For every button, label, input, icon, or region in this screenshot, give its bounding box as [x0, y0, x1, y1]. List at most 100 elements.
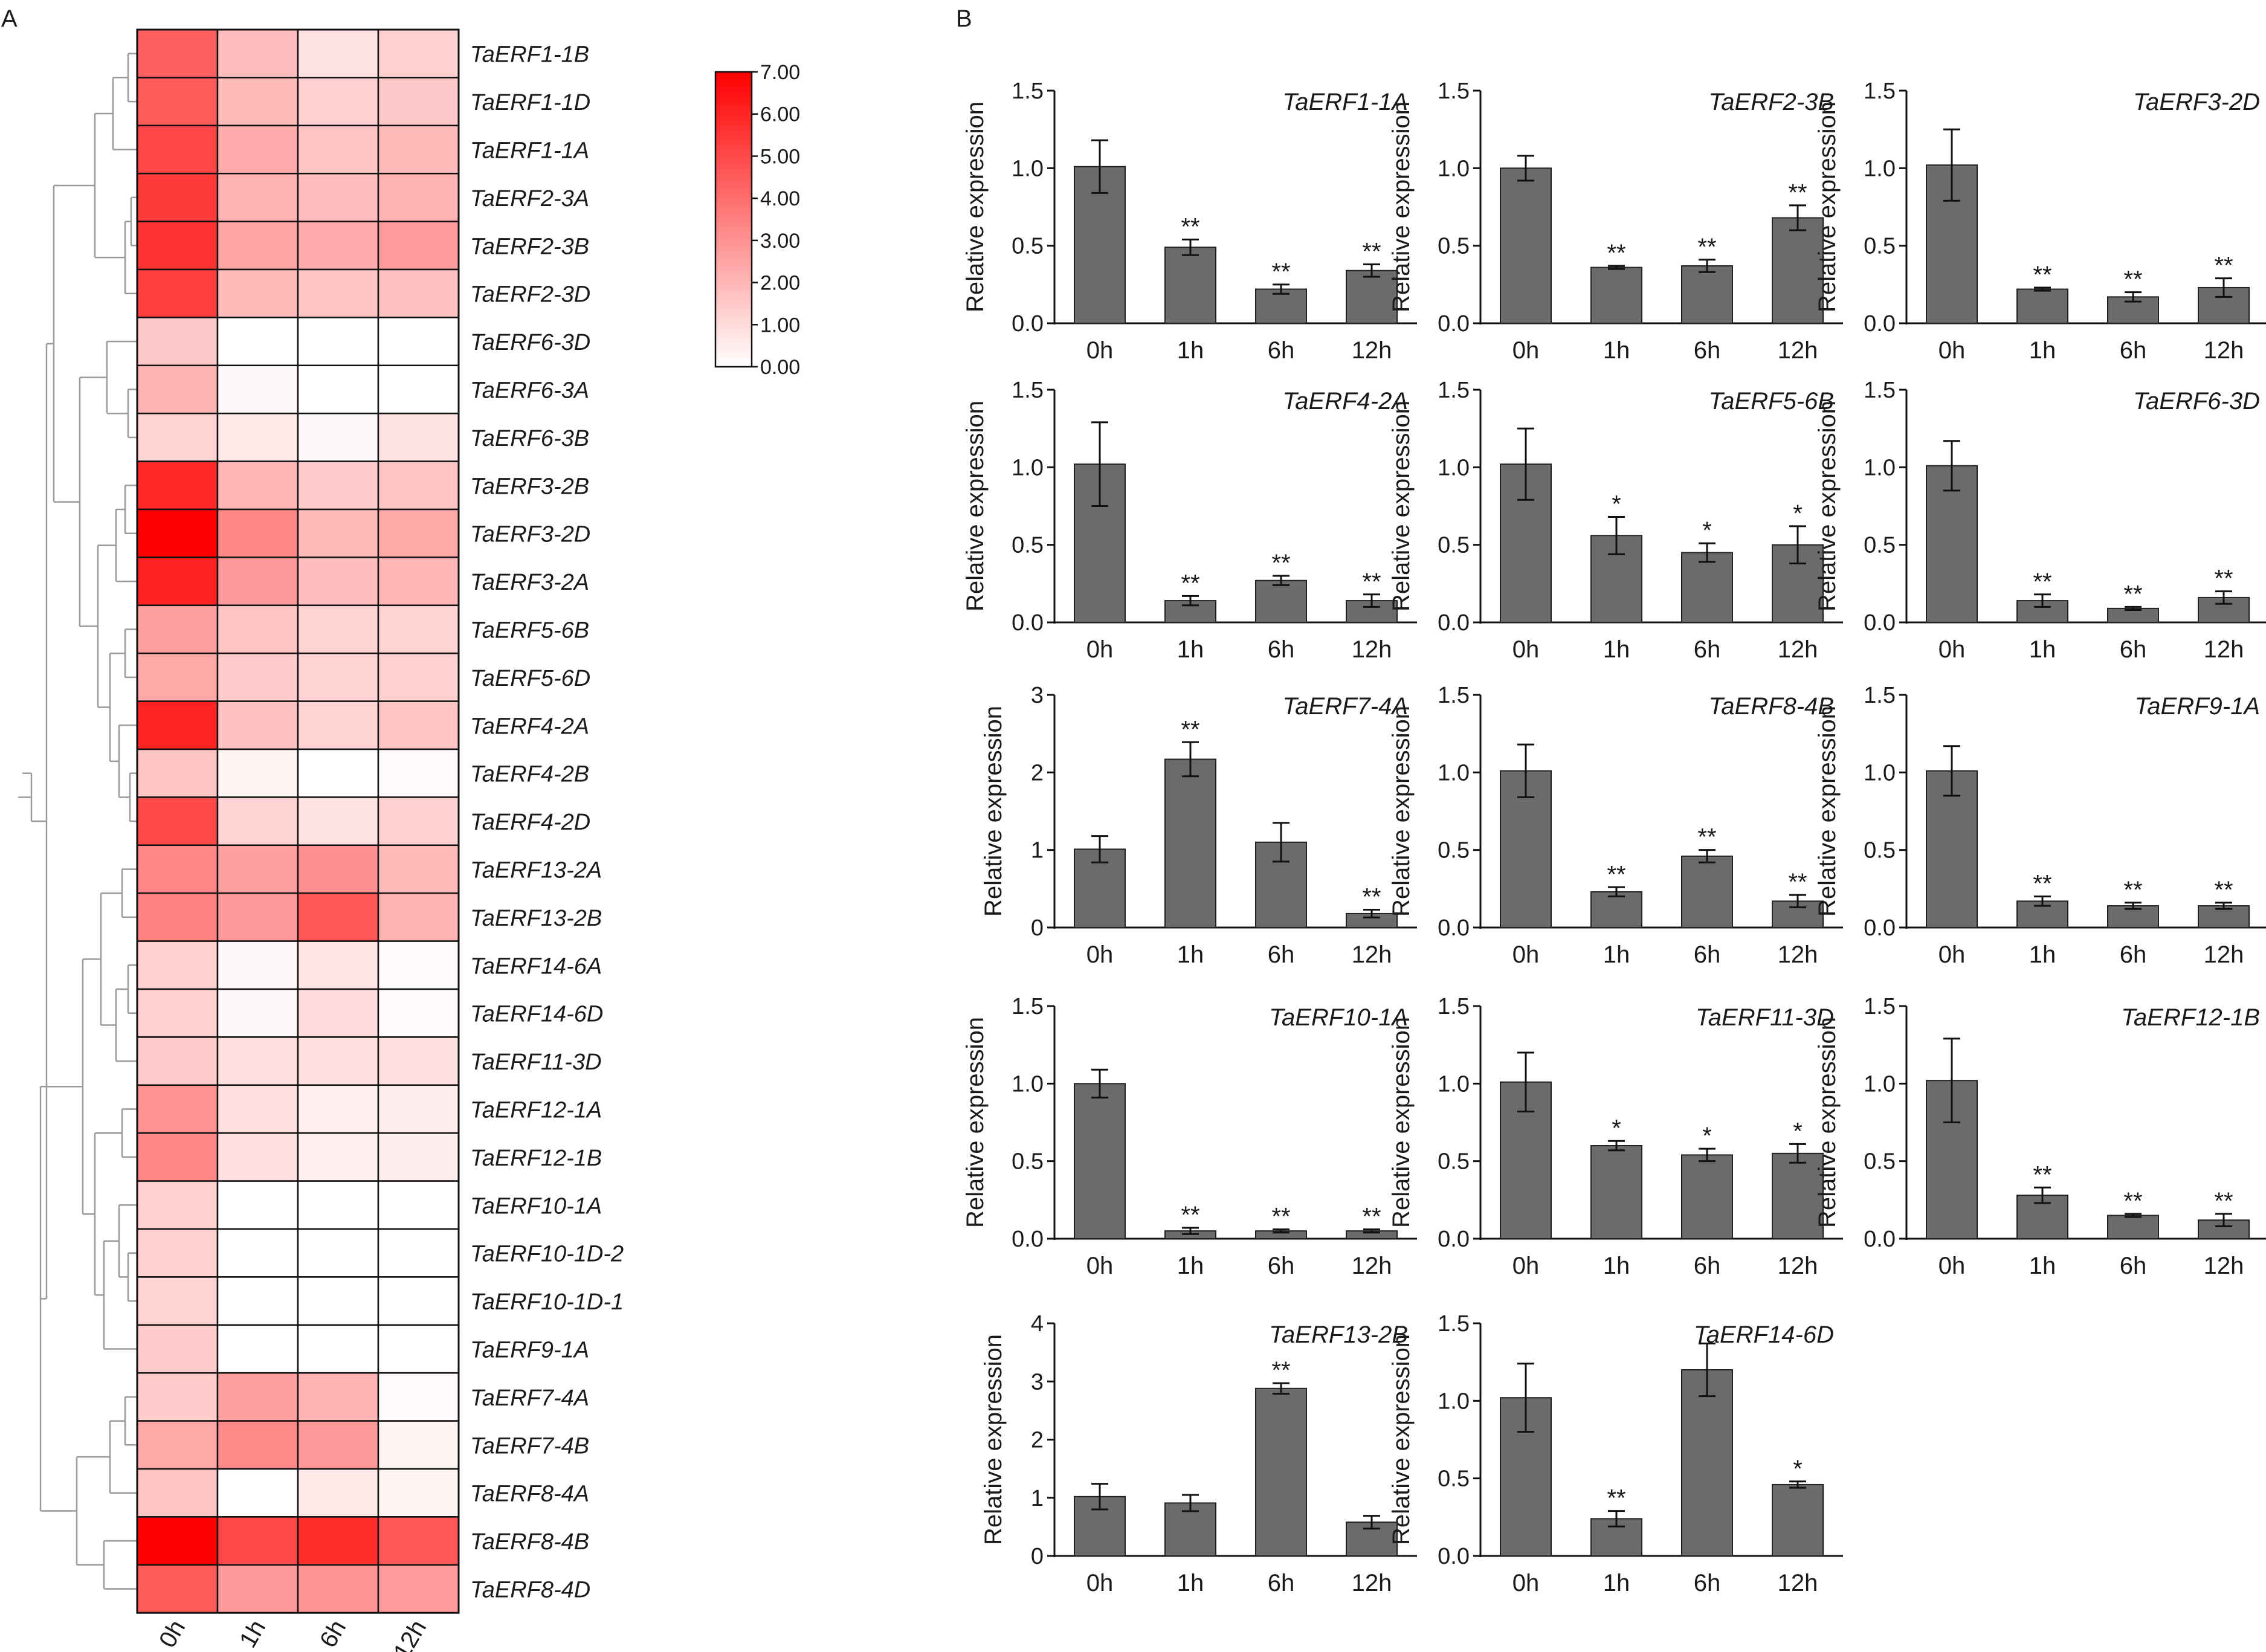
colorbar-bar	[714, 71, 753, 368]
significance-mark: **	[1697, 824, 1716, 851]
significance-mark: **	[1271, 259, 1290, 285]
x-tick-label: 12h	[1352, 337, 1392, 364]
heatmap-column-labels: 0h 1h 6h 12h	[154, 1616, 431, 1652]
bar	[2198, 596, 2250, 624]
y-tick-label: 1.5	[1438, 683, 1470, 708]
significance-mark: **	[1607, 861, 1625, 888]
heatmap-cell	[297, 1084, 379, 1134]
heatmap-cell	[377, 604, 460, 654]
heatmap-cell	[377, 172, 460, 222]
heatmap-cell	[216, 796, 299, 847]
heatmap-cell	[216, 604, 299, 654]
heatmap-panel: TaERF1-1B TaERF1-1D TaERF1-1A TaERF2-3A TaER…	[18, 28, 800, 1652]
heatmap-cell	[216, 268, 299, 318]
heatmap-row-label: TaERF13-2A	[470, 858, 602, 883]
heatmap-row-label: TaERF4-2B	[470, 762, 589, 787]
colorbar-tick-label: 4.00	[760, 187, 800, 210]
y-tick-label: 4	[1031, 1311, 1044, 1337]
x-tick-label: 1h	[1603, 1570, 1630, 1596]
bar-subplot: 0.0 0.5 1.0 1.5 Relative expression TaERF12-1…	[1814, 994, 2266, 1279]
significance-mark: **	[1607, 240, 1625, 266]
heatmap-cell	[377, 652, 460, 702]
y-tick-label: 0.5	[1864, 533, 1896, 558]
y-tick-label: 1	[1031, 1486, 1044, 1511]
significance-mark: **	[1271, 1204, 1290, 1230]
x-tick-label: 0h	[1938, 1253, 1966, 1279]
x-tick-label: 6h	[2120, 636, 2147, 663]
bar	[1926, 465, 1978, 623]
x-tick-label: 1h	[1177, 636, 1204, 663]
heatmap-row-label: TaERF14-6D	[470, 1002, 603, 1027]
heatmap-cell	[377, 364, 460, 415]
y-tick-label: 1.0	[1438, 760, 1470, 786]
heatmap-row-label: TaERF2-3D	[470, 282, 590, 308]
heatmap-cell	[216, 124, 299, 175]
y-axis-title: Relative expression	[1388, 1017, 1415, 1228]
heatmap-cell	[377, 1132, 460, 1182]
heatmap-cell	[136, 700, 219, 750]
y-axis-title: Relative expression	[980, 706, 1007, 917]
significance-mark: **	[2033, 1161, 2051, 1188]
heatmap-cell	[136, 77, 219, 127]
colorbar-tick-label: 3.00	[760, 230, 800, 253]
x-tick-label: 0h	[1086, 941, 1114, 968]
x-tick-label: 12h	[2204, 941, 2244, 968]
heatmap-cell	[297, 1324, 379, 1374]
y-tick-label: 0.0	[1438, 311, 1470, 337]
y-tick-label: 1.5	[1864, 79, 1896, 104]
significance-mark: **	[1181, 570, 1199, 596]
bar	[1681, 1369, 1733, 1557]
y-axis-title: Relative expression	[1814, 1017, 1841, 1228]
significance-mark: **	[2214, 566, 2233, 592]
subplot-title: TaERF12-1B	[2121, 1004, 2260, 1031]
bar	[2016, 288, 2068, 324]
heatmap-cell	[136, 1516, 219, 1566]
heatmap-cell	[377, 1180, 460, 1230]
significance-mark: **	[1181, 213, 1199, 240]
subplot-title: TaERF6-3D	[2133, 388, 2260, 415]
y-tick-label: 1.0	[1864, 455, 1896, 480]
colorbar: 7.00 6.00 5.00 4.00 3.00 2.00 1.00 0.00	[714, 61, 800, 379]
y-tick-label: 0.5	[1012, 234, 1044, 259]
bar	[1772, 217, 1824, 324]
bar	[1681, 552, 1733, 623]
heatmap-cell	[136, 557, 219, 607]
heatmap-cell	[136, 508, 219, 558]
bar	[1255, 288, 1307, 324]
heatmap-row-label: TaERF12-1B	[470, 1146, 602, 1171]
y-axis-title: Relative expression	[1814, 706, 1841, 917]
bar	[1926, 770, 1978, 929]
heatmap-cell	[377, 1036, 460, 1086]
significance-mark: **	[1362, 569, 1381, 595]
y-tick-label: 1.5	[1438, 994, 1470, 1019]
x-tick-label: 0h	[1938, 636, 1966, 663]
y-tick-label: 1	[1031, 838, 1044, 863]
x-tick-label: 12h	[1778, 636, 1818, 663]
y-tick-label: 0.0	[1864, 610, 1896, 636]
y-tick-label: 0.5	[1438, 533, 1470, 558]
y-tick-label: 1.0	[1012, 455, 1044, 480]
heatmap-cell	[297, 77, 379, 127]
heatmap-cell	[136, 317, 219, 367]
heatmap-cell	[297, 1372, 379, 1422]
heatmap-row-label: TaERF13-2B	[470, 906, 602, 931]
bar-subplot: 0.0 0.5 1.0 1.5 Relative expression TaERF6-3D…	[1814, 378, 2266, 663]
y-tick-label: 0.5	[1864, 234, 1896, 259]
x-tick-label: 6h	[1694, 337, 1721, 364]
heatmap-cell	[377, 412, 460, 462]
heatmap-row-label: TaERF2-3B	[470, 234, 589, 259]
heatmap-row-labels: TaERF1-1B TaERF1-1D TaERF1-1A TaERF2-3A TaER…	[470, 42, 624, 1603]
subplot-title: TaERF13-2B	[1269, 1321, 1408, 1348]
y-tick-label: 0.5	[1012, 1149, 1044, 1175]
heatmap-cell	[297, 1228, 379, 1278]
x-tick-label: 0h	[1512, 1253, 1540, 1279]
heatmap-cell	[216, 364, 299, 415]
heatmap-cell	[136, 1468, 219, 1518]
y-axis-title: Relative expression	[962, 1017, 989, 1228]
heatmap-cell	[297, 1420, 379, 1470]
significance-mark: **	[1697, 234, 1716, 260]
heatmap-cell	[377, 221, 460, 271]
panel-label-a: A	[1, 5, 18, 32]
heatmap-row-label: TaERF12-1A	[470, 1098, 602, 1123]
